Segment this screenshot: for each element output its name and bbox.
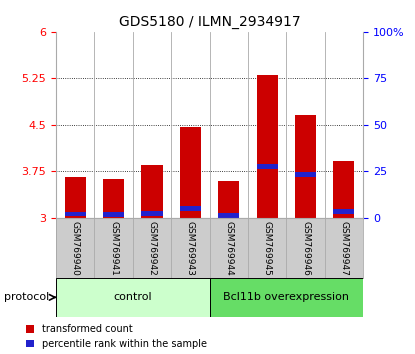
Bar [103,179,124,218]
Bar [65,211,86,216]
Bar [256,164,278,170]
Bar [295,115,316,218]
Text: GSM769946: GSM769946 [301,221,310,276]
Text: control: control [113,292,152,302]
Title: GDS5180 / ILMN_2934917: GDS5180 / ILMN_2934917 [119,16,300,29]
Bar [142,211,163,216]
Text: GSM769940: GSM769940 [71,221,80,276]
Bar [218,181,239,218]
Text: GSM769942: GSM769942 [147,221,156,275]
Bar [333,161,354,218]
Text: GSM769941: GSM769941 [109,221,118,276]
Bar [218,213,239,218]
Text: GSM769947: GSM769947 [339,221,349,276]
Bar [333,209,354,214]
Text: GSM769944: GSM769944 [224,221,233,275]
Text: protocol: protocol [4,292,49,302]
Bar [256,75,278,218]
Bar [180,127,201,218]
Bar [295,172,316,177]
Bar [210,278,363,317]
Bar [180,206,201,211]
Legend: transformed count, percentile rank within the sample: transformed count, percentile rank withi… [26,324,207,349]
Bar [56,278,210,317]
Text: GSM769943: GSM769943 [186,221,195,276]
Bar [65,177,86,218]
Bar [142,165,163,218]
Text: Bcl11b overexpression: Bcl11b overexpression [223,292,349,302]
Text: GSM769945: GSM769945 [263,221,272,276]
Bar [103,212,124,217]
